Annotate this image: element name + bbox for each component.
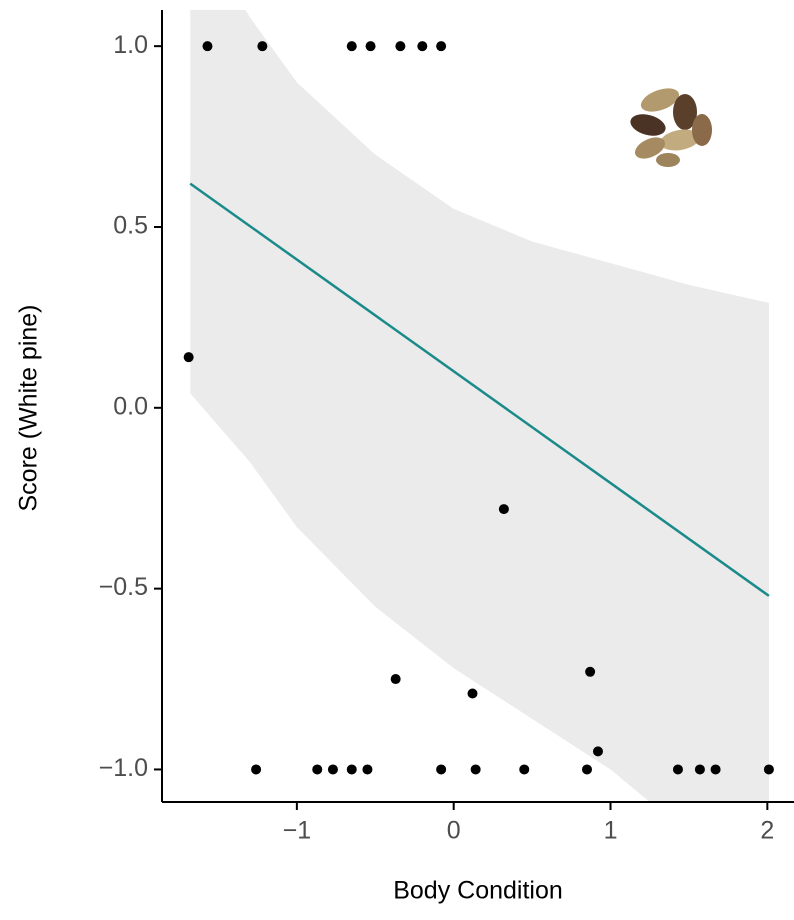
x-tick-label: 2 [760,817,774,845]
point [327,764,338,775]
point [436,764,447,775]
point [417,41,428,52]
point [694,764,705,775]
point [183,352,194,363]
x-tick-label: −1 [283,817,312,845]
point [365,41,376,52]
point [202,41,213,52]
point [763,764,774,775]
y-tick-label: 1.0 [113,31,148,59]
seed-icon [630,88,712,167]
point [581,764,592,775]
point [672,764,683,775]
point [498,504,509,515]
point [251,764,262,775]
x-tick-label: 1 [604,817,618,845]
point [585,666,596,677]
point [346,41,357,52]
point [395,41,406,52]
x-axis-title: Body Condition [393,877,563,905]
confidence-band [190,10,769,802]
fit-line [189,182,770,597]
point [436,41,447,52]
point [470,764,481,775]
point [519,764,530,775]
point [592,746,603,757]
point [362,764,373,775]
point [257,41,268,52]
y-tick-label: 0.5 [113,212,148,240]
x-tick-label: 0 [447,817,461,845]
point [467,688,478,699]
point [710,764,721,775]
y-tick-label: 0.0 [113,392,148,420]
y-axis-title: Score (White pine) [15,304,43,511]
y-tick-label: −0.5 [99,573,148,601]
y-tick-label: −1.0 [99,754,148,782]
point [346,764,357,775]
point [312,764,323,775]
point [390,674,401,685]
